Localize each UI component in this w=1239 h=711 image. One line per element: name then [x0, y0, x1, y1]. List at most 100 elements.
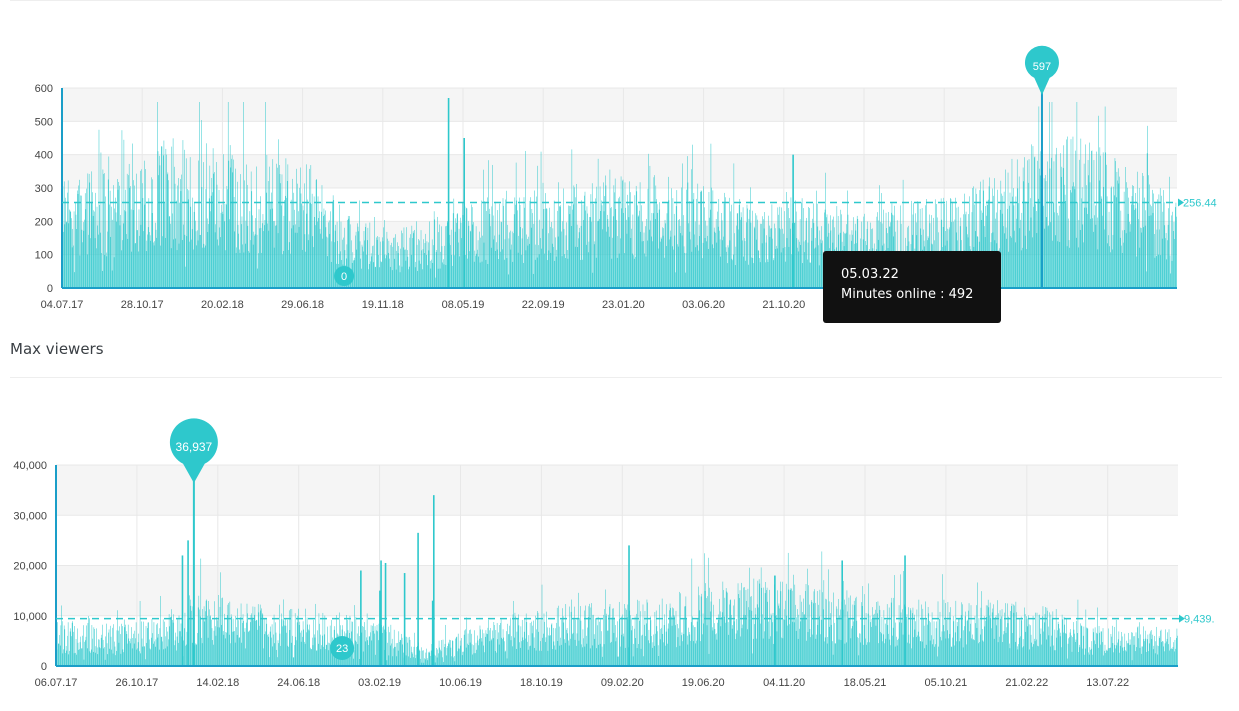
bar — [677, 244, 678, 288]
bar — [1106, 650, 1107, 666]
bar — [538, 254, 540, 288]
bar — [178, 615, 180, 666]
bar — [87, 622, 89, 666]
bar — [583, 638, 584, 666]
bar — [716, 633, 717, 666]
bar — [285, 158, 287, 288]
bar — [142, 183, 143, 288]
bar — [1008, 251, 1009, 288]
bar — [217, 620, 218, 666]
bar — [988, 199, 989, 288]
bar — [839, 615, 840, 666]
bar — [292, 635, 293, 666]
bar — [443, 264, 445, 288]
bar — [409, 237, 411, 288]
bar — [541, 584, 543, 666]
bar — [1094, 627, 1096, 666]
bar — [878, 643, 879, 666]
bars-group — [56, 495, 1178, 666]
bar — [161, 146, 162, 288]
bar — [320, 233, 321, 288]
bar — [987, 599, 989, 666]
bar — [1114, 644, 1116, 666]
bar — [474, 250, 476, 288]
bar — [824, 209, 826, 288]
bar — [1115, 161, 1116, 288]
bar — [302, 249, 303, 288]
bar — [731, 628, 733, 666]
bar — [145, 169, 146, 288]
bar — [723, 203, 725, 288]
bar — [469, 630, 470, 666]
bar — [706, 241, 707, 288]
bar — [463, 651, 464, 666]
bar — [128, 638, 130, 666]
bar — [1083, 242, 1084, 288]
bar — [167, 631, 169, 666]
bar — [1042, 616, 1043, 666]
bar — [879, 185, 880, 288]
bar — [973, 186, 974, 288]
bar — [241, 642, 242, 666]
bar — [1057, 621, 1059, 666]
bar — [265, 631, 266, 666]
bar — [609, 236, 610, 288]
bar — [363, 626, 365, 666]
bar — [260, 227, 262, 288]
bar — [265, 102, 266, 288]
bar — [629, 192, 631, 288]
bar — [369, 636, 370, 666]
bar — [169, 216, 171, 288]
bar — [727, 592, 728, 666]
bar — [1134, 636, 1135, 666]
bar — [696, 245, 698, 288]
bar — [847, 611, 848, 666]
bar — [1005, 632, 1007, 666]
bar — [455, 218, 457, 288]
bar — [799, 595, 801, 666]
bar — [1045, 181, 1047, 288]
bar — [814, 237, 816, 288]
bar — [1048, 225, 1049, 288]
bar — [690, 169, 692, 288]
bar — [420, 230, 422, 288]
bar — [701, 593, 702, 666]
bar — [1112, 643, 1114, 666]
bar — [782, 228, 783, 288]
bar — [1164, 643, 1166, 666]
bar — [812, 203, 814, 288]
bar — [1018, 176, 1020, 288]
bar — [248, 250, 249, 288]
bar — [413, 657, 414, 666]
bar — [688, 631, 690, 666]
bar — [1103, 655, 1104, 666]
bar — [933, 639, 934, 666]
bar — [593, 634, 595, 666]
bar — [750, 596, 752, 666]
bar — [188, 618, 190, 666]
bar — [688, 223, 689, 288]
bar — [1146, 651, 1147, 666]
min-marker-label: 0 — [341, 271, 347, 283]
bar — [230, 643, 231, 666]
bar — [1176, 628, 1178, 666]
bar — [893, 597, 895, 666]
bar — [214, 172, 215, 288]
bar — [525, 150, 526, 288]
bar — [427, 660, 429, 666]
bar — [508, 634, 509, 666]
bar — [410, 234, 411, 288]
bar — [1120, 640, 1122, 666]
bar — [786, 615, 788, 666]
bar — [582, 629, 584, 666]
bar — [1052, 240, 1053, 288]
bar — [254, 614, 255, 666]
bar — [764, 212, 765, 288]
bar — [669, 603, 671, 666]
bar — [706, 625, 708, 666]
bar — [159, 165, 161, 288]
bar — [140, 224, 142, 288]
bar — [102, 169, 104, 288]
bar — [300, 632, 301, 666]
bar — [526, 234, 527, 288]
